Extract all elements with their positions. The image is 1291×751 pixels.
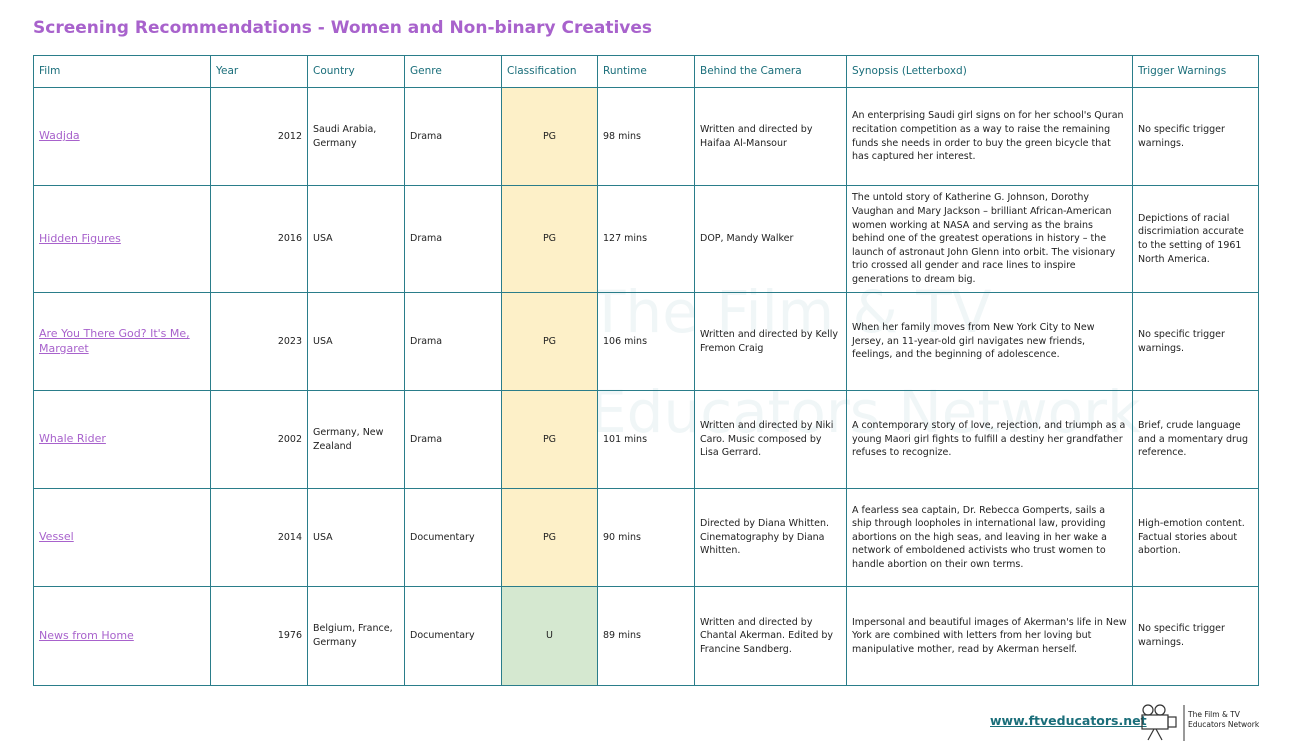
table-cell: 2023 (210, 292, 308, 391)
table-cell: Wadjda (33, 87, 211, 186)
column-header: Year (210, 55, 308, 88)
table-row: Hidden Figures 2016 USA Drama PG 127 mins DOP,… (33, 185, 1259, 293)
table-cell: Vessel (33, 488, 211, 587)
logo-line: Educators Network (1188, 720, 1260, 729)
table-cell: A contemporary story of love, rejection,… (846, 390, 1133, 489)
logo-text: The Film & TV Educators Network (1188, 710, 1259, 730)
table-cell: A fearless sea captain, Dr. Rebecca Gomp… (846, 488, 1133, 587)
table-cell: Drama (404, 292, 502, 391)
table-cell: Saudi Arabia, Germany (307, 87, 405, 186)
table-cell: Written and directed by Chantal Akerman.… (694, 586, 847, 686)
website-link[interactable]: www.ftveducators.net (990, 713, 1147, 728)
table-row: Are You There God? It's Me, Margaret 2023… (33, 292, 1259, 391)
table-cell: 2014 (210, 488, 308, 587)
table-cell: USA (307, 488, 405, 587)
logo-icon (1141, 704, 1185, 741)
column-header: Country (307, 55, 405, 88)
film-link[interactable]: Are You There God? It's Me, Margaret (39, 326, 190, 355)
film-link[interactable]: Whale Rider (39, 432, 106, 446)
column-header: Synopsis (Letterboxd) (846, 55, 1133, 88)
table-cell: Documentary (404, 488, 502, 587)
logo-line: The Film & TV (1188, 710, 1240, 719)
table-cell: Germany, New Zealand (307, 390, 405, 489)
table-cell: Whale Rider (33, 390, 211, 489)
page-title: Screening Recommendations - Women and No… (33, 18, 653, 38)
screening-table: Film Year Country Genre Classification Runtim… (33, 55, 1259, 686)
table-cell: 127 mins (597, 185, 695, 293)
table-cell: No specific trigger warnings. (1132, 586, 1259, 686)
table-cell: 106 mins (597, 292, 695, 391)
table-cell: No specific trigger warnings. (1132, 87, 1259, 186)
table-row: Vessel 2014 USA Documentary PG 90 mins Directe… (33, 488, 1259, 587)
table-cell: 2012 (210, 87, 308, 186)
table-cell: 90 mins (597, 488, 695, 587)
table-cell: 2002 (210, 390, 308, 489)
table-cell: Belgium, France, Germany (307, 586, 405, 686)
table-cell: 2016 (210, 185, 308, 293)
film-link[interactable]: Hidden Figures (39, 231, 121, 245)
table-cell: High-emotion content. Factual stories ab… (1132, 488, 1259, 587)
table-cell: Drama (404, 185, 502, 293)
table-cell: Documentary (404, 586, 502, 686)
table-cell: DOP, Mandy Walker (694, 185, 847, 293)
table-cell: Written and directed by Niki Caro. Music… (694, 390, 847, 489)
table-row: News from Home 1976 Belgium, France, Germa… (33, 586, 1259, 686)
table-cell: 101 mins (597, 390, 695, 489)
column-header: Classification (501, 55, 598, 88)
table-cell: PG (501, 488, 598, 587)
table-cell: PG (501, 292, 598, 391)
film-link[interactable]: Wadjda (39, 129, 80, 143)
table-cell: U (501, 586, 598, 686)
table-cell: Hidden Figures (33, 185, 211, 293)
film-link[interactable]: Vessel (39, 530, 74, 544)
table-row: Wadjda 2012 Saudi Arabia, Germany Drama PG 98… (33, 87, 1259, 186)
film-link[interactable]: News from Home (39, 628, 134, 642)
table-cell: When her family moves from New York City… (846, 292, 1133, 391)
table-cell: Directed by Diana Whitten. Cinematograph… (694, 488, 847, 587)
table-cell: Written and directed by Haifaa Al-Mansou… (694, 87, 847, 186)
table-cell: 1976 (210, 586, 308, 686)
table-cell: 89 mins (597, 586, 695, 686)
table-row: Whale Rider 2002 Germany, New Zealand Drama… (33, 390, 1259, 489)
header-row: Film Year Country Genre Classification Runtim… (33, 55, 1259, 88)
table-cell: The untold story of Katherine G. Johnson… (846, 185, 1133, 293)
table-cell: Impersonal and beautiful images of Akerm… (846, 586, 1133, 686)
table-cell: USA (307, 292, 405, 391)
table-cell: PG (501, 390, 598, 489)
table-cell: USA (307, 185, 405, 293)
table-cell: News from Home (33, 586, 211, 686)
table-cell: Drama (404, 390, 502, 489)
table-cell: Depictions of racial discrimiation accur… (1132, 185, 1259, 293)
column-header: Genre (404, 55, 502, 88)
table-cell: Brief, crude language and a momentary dr… (1132, 390, 1259, 489)
column-header: Runtime (597, 55, 695, 88)
table-cell: Are You There God? It's Me, Margaret (33, 292, 211, 391)
column-header: Film (33, 55, 211, 88)
column-header: Trigger Warnings (1132, 55, 1259, 88)
table-cell: 98 mins (597, 87, 695, 186)
table-cell: No specific trigger warnings. (1132, 292, 1259, 391)
table-cell: PG (501, 87, 598, 186)
table-cell: Written and directed by Kelly Fremon Cra… (694, 292, 847, 391)
table-cell: Drama (404, 87, 502, 186)
column-header: Behind the Camera (694, 55, 847, 88)
table-cell: An enterprising Saudi girl signs on for … (846, 87, 1133, 186)
table-cell: PG (501, 185, 598, 293)
